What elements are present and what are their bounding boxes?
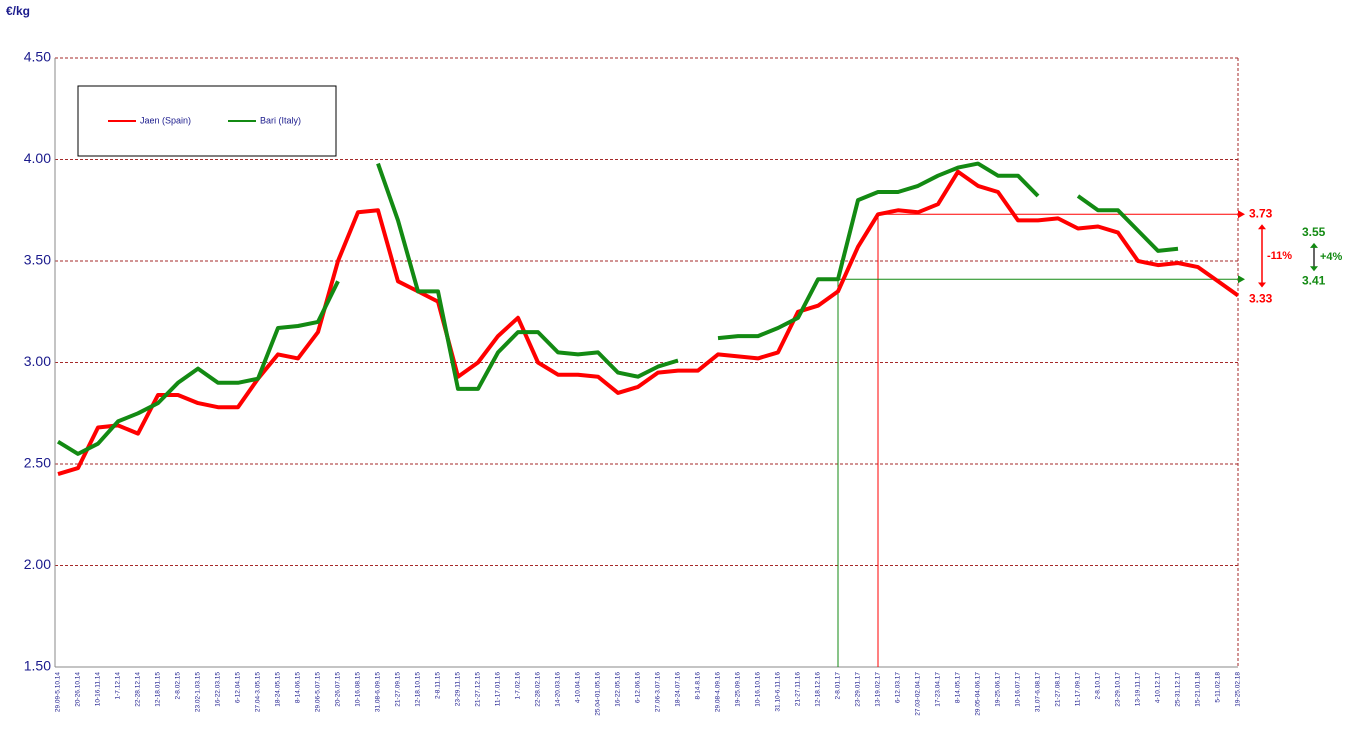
- x-tick-label: 18-24.05.15: [275, 672, 282, 707]
- annotation-label: 3.73: [1249, 206, 1273, 220]
- x-tick-label: 20-26.10.14: [75, 672, 82, 707]
- legend-label: Bari (Italy): [260, 115, 301, 125]
- x-tick-label: 29.05-04.06.17: [975, 672, 982, 716]
- x-tick-label: 19-25.09.16: [735, 672, 742, 707]
- x-tick-label: 8-14.8.16: [695, 672, 702, 700]
- x-tick-label: 27.04-3.05.15: [255, 672, 262, 713]
- x-tick-label: 31.10-6.11.16: [775, 672, 782, 712]
- x-tick-label: 11-17.09.17: [1075, 672, 1082, 707]
- x-tick-label: 11-17.01.16: [495, 672, 502, 707]
- x-tick-label: 23-29.01.17: [855, 672, 862, 707]
- x-tick-label: 10-16.11.14: [95, 672, 102, 707]
- x-tick-label: 10-16.08.15: [355, 672, 362, 707]
- x-tick-label: 13-19.11.17: [1135, 672, 1142, 707]
- annotation-label: 3.33: [1249, 292, 1273, 306]
- y-tick-label: 3.00: [24, 353, 51, 369]
- x-tick-label: 25.04-01.05.16: [595, 672, 602, 716]
- x-tick-label: 15-21.01.18: [1195, 672, 1202, 707]
- x-tick-label: 6-12.04.15: [235, 672, 242, 703]
- x-tick-label: 27.06-3.07.16: [655, 672, 662, 713]
- y-tick-label: 2.50: [24, 455, 51, 471]
- x-tick-label: 29.08-4.09.16: [715, 672, 722, 713]
- x-tick-label: 22-28.12.14: [135, 672, 142, 707]
- x-tick-label: 12-18.01.15: [155, 672, 162, 707]
- x-tick-label: 12-18.10.15: [415, 672, 422, 707]
- series-line: [57, 169, 1240, 477]
- x-tick-label: 25-31.12.17: [1175, 672, 1182, 707]
- x-tick-label: 2-8.11.15: [435, 672, 442, 699]
- x-tick-label: 31.08-6.09.15: [375, 672, 382, 713]
- reference-arrow: [1238, 275, 1245, 284]
- x-tick-label: 16-22.05.16: [615, 672, 622, 707]
- y-tick-label: 4.50: [24, 49, 51, 65]
- x-tick-label: 2-8.02.15: [175, 672, 182, 700]
- x-tick-label: 19-25.06.17: [995, 672, 1002, 707]
- change-label: -11%: [1267, 250, 1292, 262]
- x-tick-label: 23-29.11.15: [455, 672, 462, 707]
- x-tick-label: 5-11.02.18: [1215, 672, 1222, 703]
- x-tick-label: 1-7.02.16: [515, 672, 522, 700]
- x-tick-label: 10-16.07.17: [1015, 672, 1022, 707]
- x-tick-label: 12-18.12.16: [815, 672, 822, 707]
- x-tick-label: 27.03-02.04.17: [915, 672, 922, 716]
- x-tick-label: 10-16.10.16: [755, 672, 762, 707]
- x-tick-label: 2-8.10.17: [1095, 672, 1102, 700]
- x-tick-label: 22-28.02.16: [535, 672, 542, 707]
- annotation-label: 3.41: [1302, 273, 1326, 287]
- x-tick-label: 6-12.06.16: [635, 672, 642, 703]
- x-tick-label: 2-8.01.17: [835, 672, 842, 700]
- x-tick-label: 13-19.02.17: [875, 672, 882, 707]
- x-tick-label: 29.06-5.07.15: [315, 672, 322, 713]
- annotation-label: 3.55: [1302, 225, 1326, 239]
- x-tick-label: 21-27.11.16: [795, 672, 802, 707]
- y-tick-label: 2.00: [24, 556, 51, 572]
- x-tick-label: 21-27.09.15: [395, 672, 402, 707]
- x-tick-label: 6-12.03.17: [895, 672, 902, 703]
- x-tick-label: 17-23.04.17: [935, 672, 942, 707]
- x-tick-label: 1-7.12.14: [115, 672, 122, 700]
- y-unit: €/kg: [6, 4, 30, 18]
- x-tick-label: 21-27.08.17: [1055, 672, 1062, 707]
- x-tick-label: 8-14.06.15: [295, 672, 302, 703]
- x-tick-label: 21-27.12.15: [475, 672, 482, 707]
- series-line: [56, 161, 1179, 456]
- x-tick-label: 14-20.03.16: [555, 672, 562, 707]
- x-tick-label: 31.07-6.08.17: [1035, 672, 1042, 713]
- change-label: +4%: [1320, 251, 1343, 263]
- y-tick-label: 4.00: [24, 150, 51, 166]
- y-tick-label: 1.50: [24, 658, 51, 674]
- x-tick-label: 23.02-1.03.15: [195, 672, 202, 713]
- x-tick-label: 23-29.10.17: [1115, 672, 1122, 707]
- x-tick-label: 4-10.04.16: [575, 672, 582, 703]
- reference-arrow: [1238, 210, 1245, 219]
- x-tick-label: 20-26.07.15: [335, 672, 342, 707]
- legend-label: Jaen (Spain): [140, 115, 191, 125]
- y-tick-label: 3.50: [24, 252, 51, 268]
- x-tick-label: 8-14.05.17: [955, 672, 962, 703]
- x-tick-label: 4-10.12.17: [1155, 672, 1162, 703]
- x-tick-label: 18-24.07.16: [675, 672, 682, 707]
- x-tick-label: 19-25.02.18: [1235, 672, 1242, 707]
- x-tick-label: 16-22.03.15: [215, 672, 222, 707]
- x-tick-label: 29.09-5.10.14: [55, 672, 62, 713]
